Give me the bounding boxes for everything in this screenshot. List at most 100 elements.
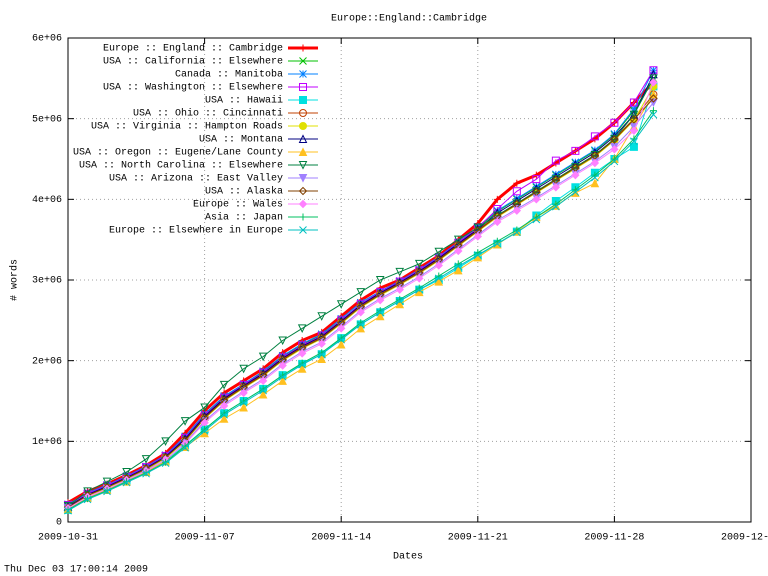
legend-marker [299,57,307,65]
legend-marker [299,109,307,117]
legend-label: USA :: Virginia :: Hampton Roads [91,121,283,133]
data-point [181,443,189,452]
data-point [629,98,638,107]
data-point [395,299,405,309]
data-point [649,78,658,87]
legend-marker [299,44,307,52]
data-point [512,187,521,196]
legend-label: USA :: Arizona :: East Valley [109,173,283,185]
legend-marker [298,161,308,170]
y-tick-label: 2e+06 [32,356,62,367]
data-point [317,354,326,364]
data-point [571,188,580,196]
data-point [453,265,463,275]
data-point [610,118,619,127]
data-point [200,426,209,435]
data-point [610,157,619,166]
legend-label: USA :: Alaska [205,186,283,198]
series-line [67,78,654,507]
data-point [610,134,619,144]
y-axis-label: # words [9,259,21,301]
data-point [590,178,600,188]
data-point [180,417,190,426]
legend-marker [299,96,307,104]
data-point [395,285,404,294]
data-point [278,361,287,370]
data-point [220,410,228,419]
y-tick-label: 4e+06 [32,195,62,206]
data-point [629,142,638,151]
data-point [610,145,619,154]
data-point [649,66,658,75]
y-tick-label: 0 [56,518,62,529]
legend-marker [298,147,308,156]
legend-label: USA :: Washington :: Elsewhere [103,82,283,94]
data-point [122,467,131,477]
data-point [571,146,580,155]
data-point [493,195,501,203]
data-point [219,401,229,411]
data-point [337,335,346,344]
data-point [649,94,658,103]
plot-border [67,37,752,523]
data-point [375,276,385,285]
data-point [414,259,424,269]
data-point [551,156,560,165]
data-point [532,171,540,179]
legend-marker [298,199,308,209]
data-point [415,274,424,283]
legend-label: Europe :: Elsewhere in Europe [109,225,283,237]
legend-marker [299,226,307,234]
legend-marker [299,122,307,130]
data-point [200,403,209,413]
data-point [356,288,366,297]
data-point [532,195,541,204]
data-point [629,115,639,124]
data-point [649,74,658,83]
data-point [454,246,463,256]
data-point [453,235,463,245]
data-point [532,215,541,224]
data-point [415,285,424,294]
data-point [434,261,443,270]
data-point [161,459,170,467]
data-point [141,455,151,464]
legend-label: USA :: North Carolina :: Elsewhere [79,160,283,172]
data-point [395,267,405,277]
data-point [219,414,229,423]
data-point [278,336,287,346]
data-point [493,239,502,248]
data-point [571,170,580,180]
data-point [259,386,267,395]
data-point [552,202,560,211]
data-point [590,132,599,141]
data-point [122,478,131,487]
data-point [649,107,657,115]
y-tick-label: 6e+06 [32,34,62,45]
legend-label: USA :: Montana [199,135,283,146]
data-point [336,300,346,309]
x-tick-label: 2009-11-14 [311,533,371,544]
data-point [356,320,365,329]
data-point [356,323,366,333]
data-point [473,223,483,233]
data-point [278,372,287,381]
data-point [434,247,444,257]
data-point [473,232,483,241]
data-point [395,297,404,305]
data-point [83,495,92,504]
legend-marker [298,174,308,183]
data-point [649,69,658,79]
data-point [376,308,385,317]
data-point [297,364,307,373]
data-point [239,388,248,398]
data-point [629,110,639,120]
data-point [239,398,248,407]
data-point [64,506,72,515]
x-tick-label: 2009-10-31 [38,533,98,544]
x-axis-label: Dates [393,552,423,563]
legend-label: USA :: Ohio :: Cincinnati [133,108,283,120]
legend-label: Asia :: Japan [205,212,283,224]
